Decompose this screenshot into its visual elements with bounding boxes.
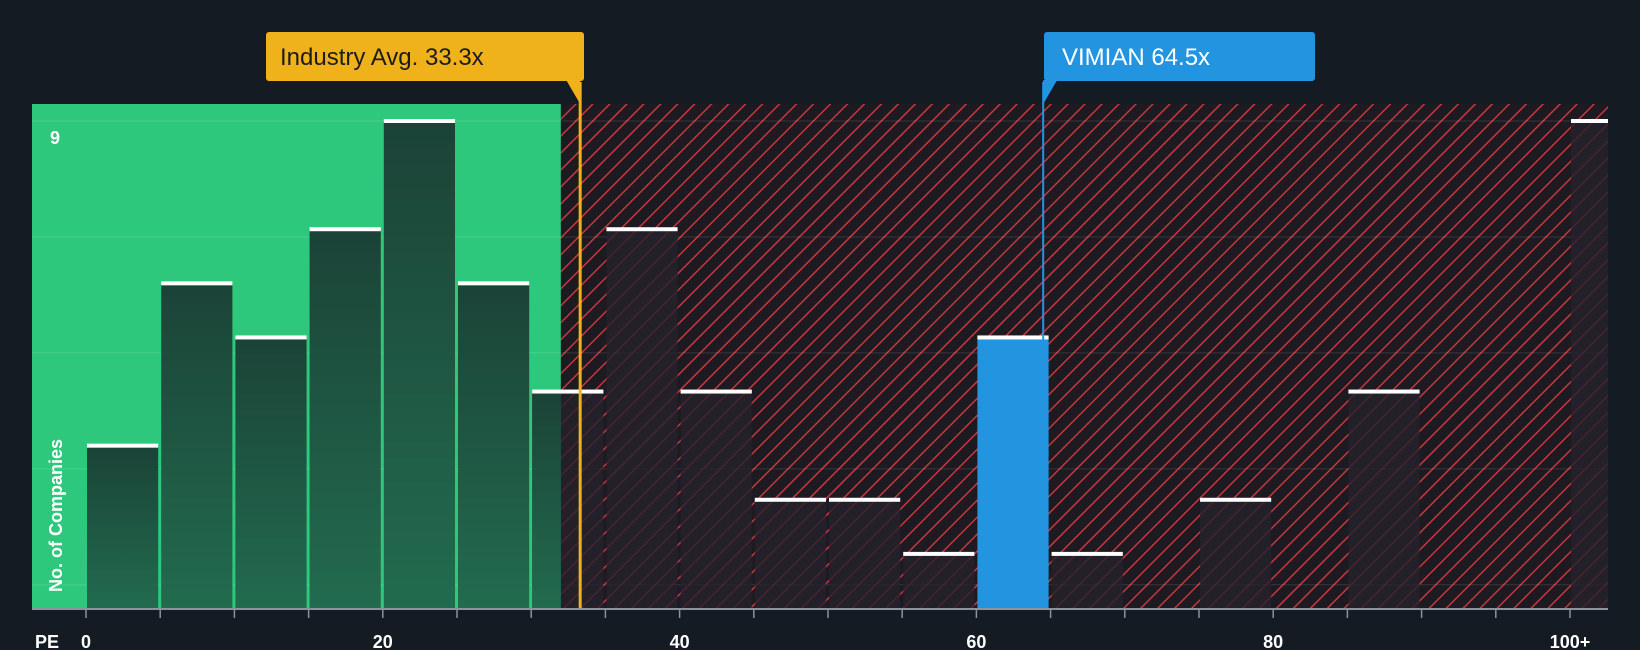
company-label: VIMIAN 64.5x xyxy=(1062,44,1210,71)
histogram-bar-cap xyxy=(383,119,455,123)
histogram-bar xyxy=(1348,391,1420,608)
x-tick-label: 20 xyxy=(373,632,393,650)
histogram-bar-cap xyxy=(87,443,159,448)
industry-avg-label: Industry Avg. 33.3x xyxy=(280,44,484,71)
histogram-bar-cap xyxy=(1348,389,1420,394)
histogram-bar xyxy=(383,121,455,608)
x-tick-label: 60 xyxy=(966,632,986,650)
histogram-bar xyxy=(754,499,826,608)
histogram-bar-cap xyxy=(1051,551,1123,556)
industry-avg-callout-box xyxy=(266,32,584,81)
histogram-bar-cap xyxy=(1571,119,1608,123)
histogram-bar-fair-part xyxy=(532,391,561,608)
x-tick-label: 0 xyxy=(81,632,91,650)
histogram-bar-cap xyxy=(235,335,307,340)
histogram-bar xyxy=(829,499,901,608)
company-pointer xyxy=(1043,80,1058,104)
histogram-bar-cap xyxy=(754,497,826,502)
histogram-bar xyxy=(235,337,307,608)
histogram-bar xyxy=(161,283,233,608)
x-axis-label: PE xyxy=(35,632,59,650)
histogram-bar xyxy=(606,229,678,608)
histogram-bar-cap xyxy=(680,389,752,394)
x-tick-label: 40 xyxy=(670,632,690,650)
histogram-bar xyxy=(1200,499,1272,608)
company-callout: VIMIAN 64.5x xyxy=(1044,32,1315,81)
histogram-bar-cap xyxy=(161,281,233,286)
histogram-bar-cap xyxy=(829,497,901,502)
histogram-bar xyxy=(680,391,752,608)
histogram-bar xyxy=(87,445,159,608)
histogram-bar-cap xyxy=(309,227,381,232)
histogram-bar-cap xyxy=(903,551,975,556)
industry-avg-pointer xyxy=(566,80,581,104)
y-tick-label: 9 xyxy=(50,128,60,148)
histogram-bar-cap xyxy=(606,227,678,232)
industry-avg-callout: Industry Avg. 33.3x xyxy=(266,32,584,81)
y-axis-label: No. of Companies xyxy=(46,439,66,592)
x-tick-label: 80 xyxy=(1263,632,1283,650)
histogram-bar xyxy=(977,337,1049,608)
histogram-bar xyxy=(1571,121,1608,608)
histogram-bar-cap xyxy=(532,389,604,394)
company-callout-box xyxy=(1044,32,1315,81)
histogram-bar xyxy=(458,283,530,608)
histogram-bar xyxy=(1051,553,1123,608)
histogram-bar xyxy=(309,229,381,608)
histogram-bar-cap xyxy=(458,281,530,286)
histogram-bar xyxy=(903,553,975,608)
histogram-bar-cap xyxy=(977,335,1049,340)
x-tick-label: 100+ xyxy=(1550,632,1591,650)
histogram-bar-cap xyxy=(1200,497,1272,502)
